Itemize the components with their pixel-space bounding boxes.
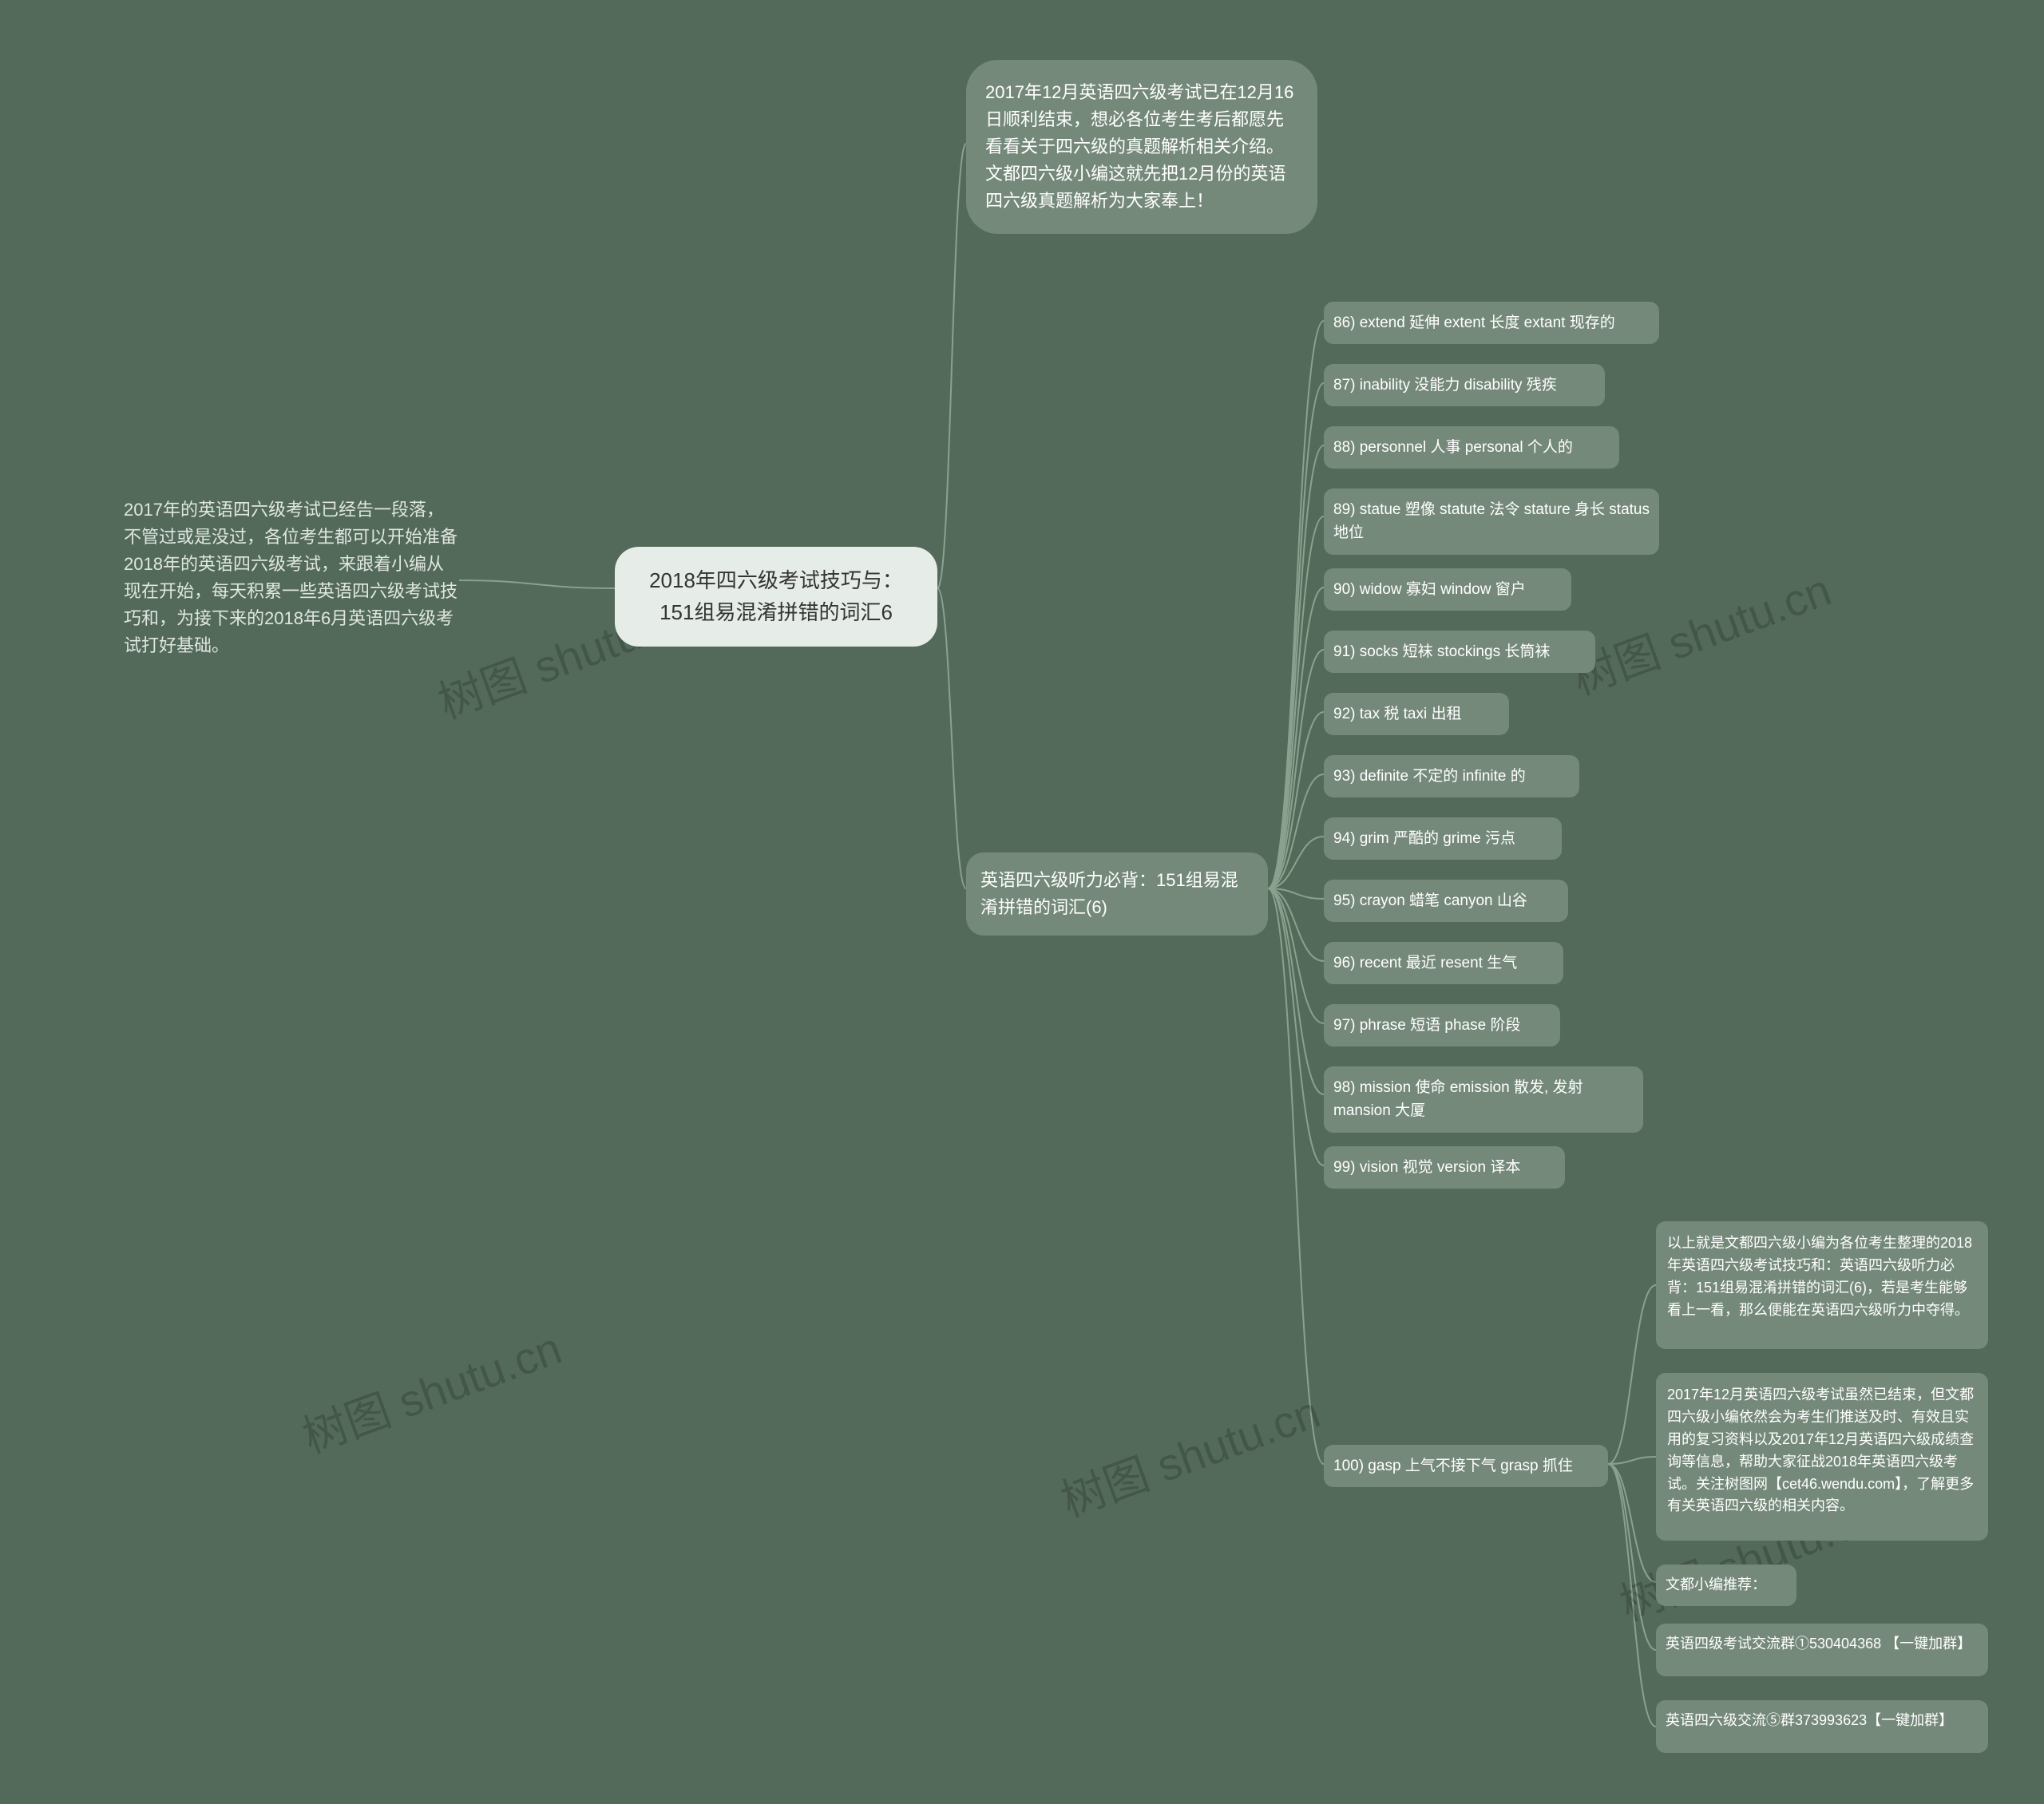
node-label: 2017年12月英语四六级考试已在12月16日顺利结束，想必各位考生考后都愿先看… [985, 82, 1293, 211]
edge [1268, 888, 1324, 1023]
node-i96[interactable]: 96) recent 最近 resent 生气 [1324, 942, 1563, 984]
node-label: 91) socks 短袜 stockings 长筒袜 [1333, 643, 1550, 660]
node-i87[interactable]: 87) inability 没能力 disability 残疾 [1324, 364, 1605, 406]
edge [1268, 888, 1324, 1464]
node-label: 2017年的英语四六级考试已经告一段落，不管过或是没过，各位考生都可以开始准备2… [124, 500, 458, 655]
edge [1268, 516, 1324, 888]
edge [1268, 837, 1324, 888]
edge [1608, 1457, 1656, 1464]
node-i97[interactable]: 97) phrase 短语 phase 阶段 [1324, 1004, 1560, 1046]
node-label: 英语四六级交流⑤群373993623【一键加群】 [1666, 1712, 1953, 1728]
node-label: 英语四级考试交流群①530404368 【一键加群】 [1666, 1636, 1971, 1652]
edge [1268, 712, 1324, 888]
node-left_intro[interactable]: 2017年的英语四六级考试已经告一段落，不管过或是没过，各位考生都可以开始准备2… [124, 496, 459, 664]
edge [1268, 650, 1324, 888]
edge [1268, 445, 1324, 888]
node-label: 2017年12月英语四六级考试虽然已结束，但文都四六级小编依然会为考生们推送及时… [1667, 1387, 1974, 1513]
edge [1268, 774, 1324, 888]
watermark: 树图 shutu.cn [1562, 554, 1839, 707]
node-sub5[interactable]: 英语四六级交流⑤群373993623【一键加群】 [1656, 1700, 1988, 1753]
watermark: 树图 shutu.cn [1051, 1376, 1328, 1529]
node-i98[interactable]: 98) mission 使命 emission 散发, 发射 mansion 大… [1324, 1066, 1643, 1133]
node-label: 以上就是文都四六级小编为各位考生整理的2018年英语四六级考试技巧和：英语四六级… [1667, 1235, 1972, 1318]
node-i95[interactable]: 95) crayon 蜡笔 canyon 山谷 [1324, 880, 1568, 922]
node-label: 2018年四六级考试技巧与：151组易混淆拼错的词汇6 [632, 564, 920, 629]
node-sub3[interactable]: 文都小编推荐： [1656, 1565, 1796, 1606]
node-i90[interactable]: 90) widow 寡妇 window 窗户 [1324, 568, 1571, 611]
node-label: 86) extend 延伸 extent 长度 extant 现存的 [1333, 315, 1615, 331]
node-section[interactable]: 英语四六级听力必背：151组易混淆拼错的词汇(6) [966, 853, 1268, 936]
edge [937, 144, 966, 588]
node-i100[interactable]: 100) gasp 上气不接下气 grasp 抓住 [1324, 1445, 1608, 1487]
node-label: 88) personnel 人事 personal 个人的 [1333, 439, 1573, 456]
edge [1608, 1464, 1656, 1727]
node-label: 89) statue 塑像 statute 法令 stature 身长 stat… [1333, 501, 1650, 541]
node-label: 99) vision 视觉 version 译本 [1333, 1159, 1520, 1176]
edge [1608, 1464, 1656, 1582]
node-label: 87) inability 没能力 disability 残疾 [1333, 377, 1557, 394]
node-i92[interactable]: 92) tax 税 taxi 出租 [1324, 693, 1509, 735]
node-i94[interactable]: 94) grim 严酷的 grime 污点 [1324, 817, 1562, 860]
node-label: 92) tax 税 taxi 出租 [1333, 706, 1462, 722]
node-label: 98) mission 使命 emission 散发, 发射 mansion 大… [1333, 1079, 1583, 1119]
edge [1268, 321, 1324, 888]
node-i88[interactable]: 88) personnel 人事 personal 个人的 [1324, 426, 1619, 469]
edge [1608, 1464, 1656, 1650]
edge [1268, 587, 1324, 888]
node-label: 文都小编推荐： [1666, 1577, 1766, 1592]
node-i89[interactable]: 89) statue 塑像 statute 法令 stature 身长 stat… [1324, 489, 1659, 555]
node-i86[interactable]: 86) extend 延伸 extent 长度 extant 现存的 [1324, 302, 1659, 344]
node-label: 英语四六级听力必背：151组易混淆拼错的词汇(6) [980, 870, 1238, 917]
node-label: 94) grim 严酷的 grime 污点 [1333, 830, 1515, 847]
node-sub2[interactable]: 2017年12月英语四六级考试虽然已结束，但文都四六级小编依然会为考生们推送及时… [1656, 1373, 1988, 1541]
edge [1608, 1285, 1656, 1464]
watermark: 树图 shutu.cn [292, 1312, 569, 1466]
node-label: 100) gasp 上气不接下气 grasp 抓住 [1333, 1458, 1573, 1474]
edge [459, 580, 615, 588]
edge [1268, 888, 1324, 899]
mindmap-canvas: 树图 shutu.cn树图 shutu.cn树图 shutu.cn树图 shut… [0, 0, 2044, 1804]
node-i99[interactable]: 99) vision 视觉 version 译本 [1324, 1146, 1565, 1189]
edge [1268, 383, 1324, 888]
node-label: 95) crayon 蜡笔 canyon 山谷 [1333, 892, 1527, 909]
node-label: 97) phrase 短语 phase 阶段 [1333, 1017, 1520, 1034]
node-top_note[interactable]: 2017年12月英语四六级考试已在12月16日顺利结束，想必各位考生考后都愿先看… [966, 60, 1317, 234]
edge [1268, 888, 1324, 1094]
node-root[interactable]: 2018年四六级考试技巧与：151组易混淆拼错的词汇6 [615, 547, 937, 647]
node-i93[interactable]: 93) definite 不定的 infinite 的 [1324, 755, 1579, 797]
node-i91[interactable]: 91) socks 短袜 stockings 长筒袜 [1324, 631, 1595, 673]
edge [1268, 888, 1324, 1165]
node-label: 90) widow 寡妇 window 窗户 [1333, 581, 1526, 598]
edge [1268, 888, 1324, 961]
node-label: 93) definite 不定的 infinite 的 [1333, 768, 1526, 785]
node-sub1[interactable]: 以上就是文都四六级小编为各位考生整理的2018年英语四六级考试技巧和：英语四六级… [1656, 1221, 1988, 1349]
node-label: 96) recent 最近 resent 生气 [1333, 955, 1517, 971]
edge [937, 588, 966, 888]
node-sub4[interactable]: 英语四级考试交流群①530404368 【一键加群】 [1656, 1624, 1988, 1676]
